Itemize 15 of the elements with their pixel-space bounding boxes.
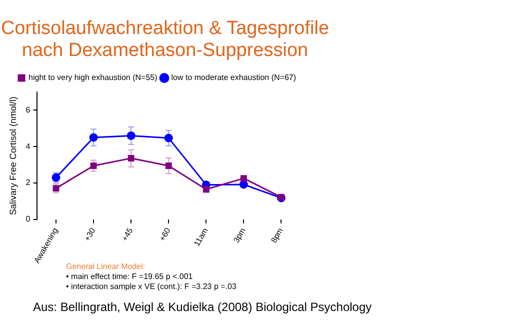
text: Aus: Bellingrath, Weigl & Kudielka (2008) Biological Psychology <box>33 300 372 314</box>
y-tick-label: 0 <box>26 214 31 224</box>
y-tick-label: 4 <box>26 142 31 151</box>
x-tick-label: +45 <box>120 226 135 243</box>
text: • main effect time: F =19.65 p <.001 <box>66 272 194 282</box>
text: • interaction sample x VE (cont.): F =3.23 p =.03 <box>66 282 236 292</box>
legend-label: hight to very high exhaustion (N=55) <box>28 73 158 82</box>
text: General Linear Model: <box>66 262 146 272</box>
legend-label: low to moderate exhaustion (N=67) <box>171 73 296 82</box>
y-tick-label: 2 <box>26 178 31 188</box>
y-axis-title: Salivary Free Cortisol (nmol/l) <box>8 96 18 215</box>
chart-title: Cortisolaufwachreaktion & Tagesprofile nach Dexamethason-Suppression <box>0 18 330 62</box>
y-tick-label: 6 <box>26 105 31 114</box>
x-tick-label: +60 <box>158 226 173 243</box>
x-tick-label: +30 <box>82 226 98 243</box>
